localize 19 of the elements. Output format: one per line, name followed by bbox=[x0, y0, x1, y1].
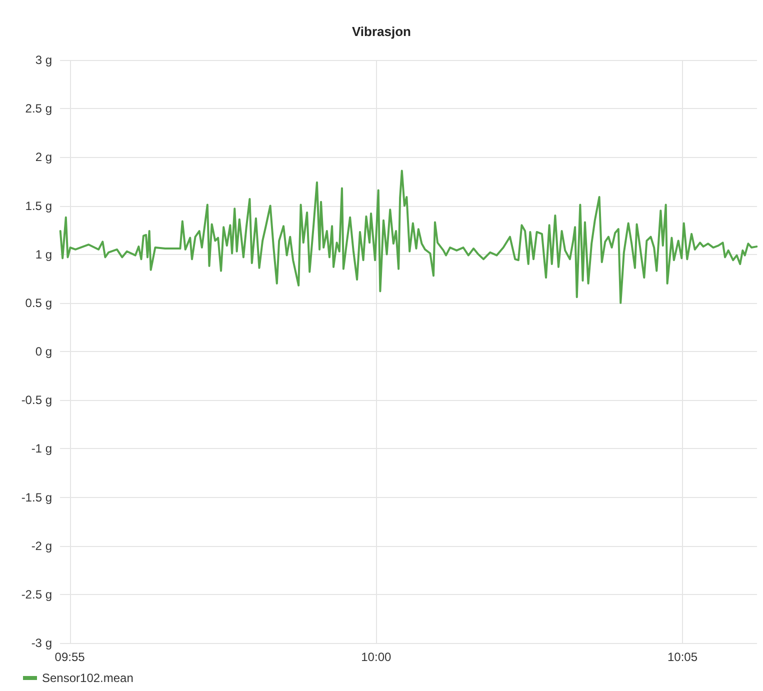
x-tick-label: 09:55 bbox=[54, 650, 86, 664]
y-tick-label: 0 g bbox=[35, 344, 52, 358]
y-tick-label: -3 g bbox=[31, 636, 52, 650]
y-tick-label: -1 g bbox=[31, 442, 52, 456]
x-tick-label: 10:00 bbox=[361, 650, 392, 664]
line-series bbox=[59, 170, 758, 304]
y-tick-label: -0.5 g bbox=[21, 393, 52, 408]
y-tick-label: -2.5 g bbox=[21, 587, 52, 602]
legend-label: Sensor102.mean bbox=[42, 671, 134, 685]
y-tick-label: 2 g bbox=[35, 150, 52, 164]
y-tick-label: -1.5 g bbox=[21, 490, 52, 504]
chart-title: Vibrasjon bbox=[352, 24, 412, 39]
y-tick-label: 2.5 g bbox=[25, 102, 52, 116]
x-tick-label: 10:05 bbox=[667, 650, 698, 664]
y-tick-label: 3 g bbox=[35, 53, 52, 67]
y-tick-label: 1.5 g bbox=[25, 198, 52, 213]
y-tick-label: 1 g bbox=[35, 247, 52, 262]
y-tick-label: 0.5 g bbox=[25, 296, 52, 310]
y-tick-label: -2 g bbox=[31, 538, 52, 553]
